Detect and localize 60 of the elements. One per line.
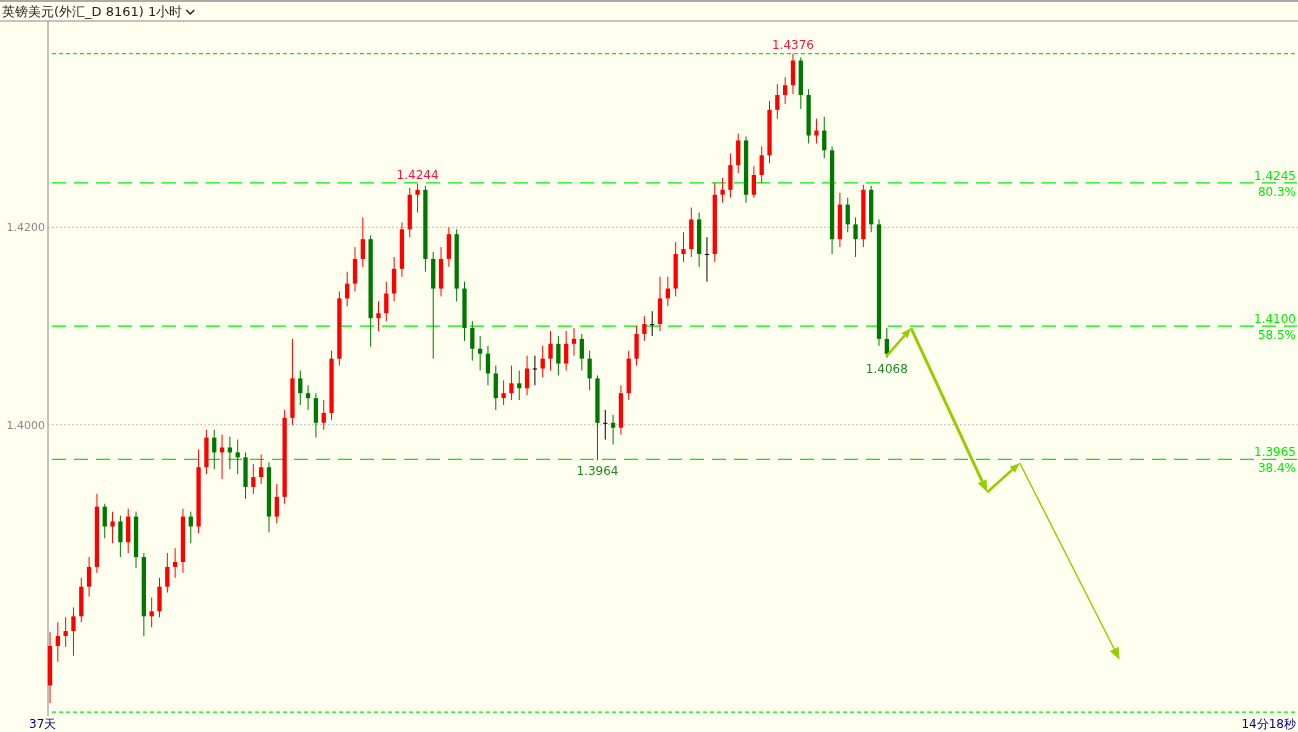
candlestick bbox=[603, 409, 608, 441]
candlestick bbox=[118, 515, 123, 558]
y-tick-label: 1.4000 bbox=[6, 418, 45, 432]
candlestick bbox=[71, 606, 76, 657]
candlestick bbox=[298, 369, 303, 406]
candlestick bbox=[321, 399, 326, 431]
candlestick bbox=[227, 436, 233, 470]
candlestick bbox=[110, 511, 115, 544]
candlestick bbox=[571, 327, 577, 357]
candlestick bbox=[517, 369, 522, 401]
candlestick bbox=[274, 483, 279, 524]
candlestick bbox=[642, 315, 647, 342]
candlestick bbox=[384, 281, 389, 322]
candlestick bbox=[305, 384, 311, 411]
chart-title: 英镑美元(外汇_D 8161) 1小时 bbox=[2, 4, 183, 19]
candlestick bbox=[172, 547, 178, 579]
text: 14分18秒 bbox=[1241, 717, 1296, 731]
candlestick bbox=[610, 414, 616, 446]
candlestick bbox=[548, 330, 553, 371]
candlestick bbox=[55, 621, 60, 663]
candlestick bbox=[814, 118, 819, 144]
ref-line-label: 1.4100 58.5% bbox=[1254, 312, 1296, 343]
candlestick bbox=[219, 434, 225, 480]
candlestick bbox=[587, 350, 592, 391]
ref-line-label: 1.4245 80.3% bbox=[1254, 168, 1296, 199]
candlestick bbox=[853, 216, 858, 258]
annotation: 1.4376 bbox=[771, 37, 814, 52]
candlestick bbox=[509, 365, 514, 401]
annotation: 1.4244 bbox=[396, 167, 439, 182]
candlestick bbox=[540, 345, 545, 378]
candlestick bbox=[720, 177, 725, 204]
candlestick bbox=[86, 556, 92, 598]
candlestick bbox=[775, 83, 780, 120]
candlestick bbox=[783, 76, 788, 105]
candlestick bbox=[376, 300, 381, 332]
candlestick bbox=[564, 330, 569, 371]
candlestick bbox=[650, 310, 655, 337]
candlestick bbox=[759, 145, 764, 184]
candlestick bbox=[165, 552, 170, 594]
ref-line-label: 1.3965 38.4% bbox=[1254, 445, 1296, 476]
candlestick bbox=[579, 333, 584, 371]
y-tick-label: 1.4200 bbox=[6, 221, 45, 235]
candlestick bbox=[532, 355, 538, 386]
candlestick bbox=[501, 379, 506, 406]
candlestick bbox=[149, 597, 154, 628]
candlestick bbox=[704, 236, 710, 283]
candlestick bbox=[556, 335, 561, 376]
candlestick bbox=[470, 320, 475, 362]
candlestick bbox=[259, 453, 264, 485]
candlestick bbox=[415, 183, 420, 214]
candlestick bbox=[681, 231, 686, 263]
candlestick bbox=[63, 616, 68, 648]
candlestick bbox=[360, 216, 365, 268]
candlestick bbox=[251, 463, 256, 495]
annotation: 1.3964 bbox=[576, 464, 619, 479]
annotation: 1.4068 bbox=[865, 361, 908, 376]
text: 37天 bbox=[29, 717, 57, 731]
candlestick bbox=[235, 439, 240, 475]
candlestick bbox=[478, 335, 483, 371]
candlestick bbox=[751, 165, 757, 199]
